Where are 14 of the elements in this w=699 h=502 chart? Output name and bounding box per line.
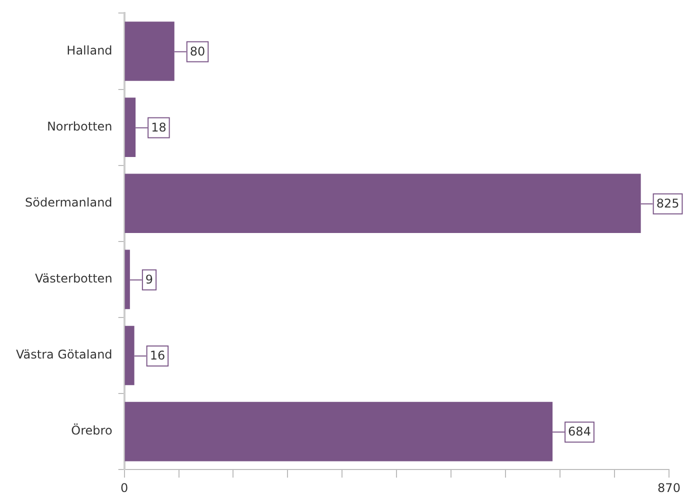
data-label: 9 xyxy=(145,272,154,287)
data-label: 80 xyxy=(190,44,206,58)
y-tick-label: Södermanland xyxy=(25,195,112,210)
y-tick-label: Örebro xyxy=(71,424,112,438)
y-tick-label: Västra Götaland xyxy=(16,348,112,362)
y-tick-label: Halland xyxy=(66,43,112,58)
data-label: 18 xyxy=(151,120,166,134)
data-label: 16 xyxy=(150,348,166,363)
data-label: 684 xyxy=(568,424,591,439)
y-tick-label: Västerbotten xyxy=(35,272,112,286)
data-label: 825 xyxy=(656,196,680,210)
x-tick-label: 870 xyxy=(658,480,680,495)
x-tick-label: 0 xyxy=(120,480,128,495)
y-tick-label: Norrbotten xyxy=(46,119,112,134)
